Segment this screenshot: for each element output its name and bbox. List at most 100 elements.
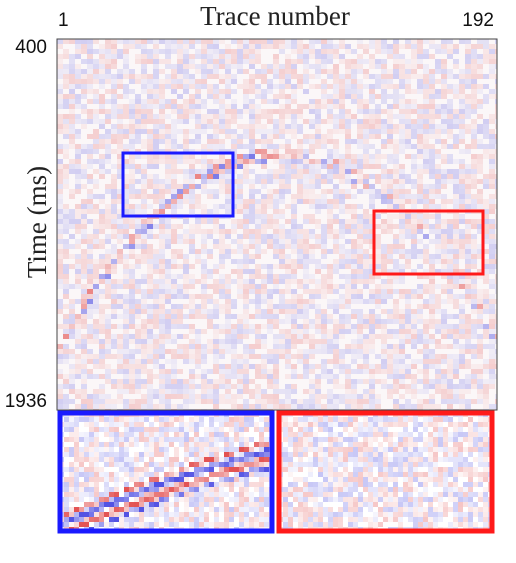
texture-cell [339,194,345,199]
texture-cell [303,329,309,334]
texture-cell [459,79,465,84]
texture-cell [105,329,111,334]
texture-cell [351,354,357,359]
texture-cell [147,139,153,144]
texture-cell [109,422,114,427]
texture-cell [309,299,315,304]
texture-cell [429,334,435,339]
texture-cell [369,194,375,199]
texture-cell [393,224,399,229]
texture-cell [194,477,199,482]
texture-cell [333,384,339,389]
texture-cell [471,69,477,74]
texture-cell [345,329,351,334]
texture-cell [207,189,213,194]
texture-cell [279,134,285,139]
texture-cell [465,169,471,174]
texture-cell [219,224,225,229]
texture-cell [357,274,363,279]
texture-cell [453,194,459,199]
texture-cell [405,89,411,94]
texture-cell [104,472,109,477]
texture-cell [453,369,459,374]
texture-cell [303,399,309,404]
texture-cell [405,219,411,224]
texture-cell [387,329,393,334]
texture-cell [63,99,69,104]
texture-cell [231,109,237,114]
texture-cell [297,104,303,109]
texture-cell [435,89,441,94]
texture-cell [267,219,273,224]
texture-cell [111,279,117,284]
texture-cell [297,399,303,404]
texture-cell [99,497,104,502]
texture-cell [243,44,249,49]
texture-cell [139,432,144,437]
texture-cell [99,159,105,164]
texture-cell [393,124,399,129]
texture-cell [219,432,224,437]
texture-cell [135,99,141,104]
texture-cell [249,452,254,457]
texture-cell [345,264,351,269]
texture-cell [195,364,201,369]
texture-cell [69,304,75,309]
texture-cell [159,364,165,369]
texture-cell [255,114,261,119]
texture-cell [141,144,147,149]
texture-cell [117,209,123,214]
texture-cell [99,304,105,309]
texture-cell [459,129,465,134]
texture-cell [177,74,183,79]
texture-cell [453,94,459,99]
texture-cell [255,269,261,274]
texture-cell [417,114,423,119]
texture-cell [239,497,244,502]
texture-cell [207,294,213,299]
texture-cell [69,79,75,84]
texture-cell [69,369,75,374]
texture-cell [249,109,255,114]
texture-cell [74,477,79,482]
texture-cell [165,164,171,169]
texture-cell [129,269,135,274]
texture-cell [471,179,477,184]
texture-cell [159,339,165,344]
texture-cell [429,359,435,364]
texture-cell [435,304,441,309]
texture-cell [99,374,105,379]
texture-cell [134,477,139,482]
texture-cell [201,169,207,174]
texture-cell [363,284,369,289]
texture-cell [141,119,147,124]
texture-cell [291,329,297,334]
texture-cell [279,244,285,249]
texture-cell [147,314,153,319]
texture-cell [93,49,99,54]
texture-cell [477,124,483,129]
texture-cell [453,139,459,144]
texture-cell [411,219,417,224]
texture-cell [423,254,429,259]
texture-cell [231,249,237,254]
texture-cell [429,259,435,264]
texture-cell [231,359,237,364]
texture-cell [231,74,237,79]
texture-cell [495,254,497,259]
texture-cell [429,144,435,149]
texture-cell [141,334,147,339]
texture-cell [417,169,423,174]
texture-cell [99,467,104,472]
texture-cell [89,502,94,507]
texture-cell [255,204,261,209]
texture-cell [429,354,435,359]
texture-cell [99,74,105,79]
texture-cell [123,219,129,224]
texture-cell [135,79,141,84]
texture-cell [363,319,369,324]
texture-cell [417,339,423,344]
texture-cell [171,44,177,49]
texture-cell [87,189,93,194]
texture-cell [231,239,237,244]
